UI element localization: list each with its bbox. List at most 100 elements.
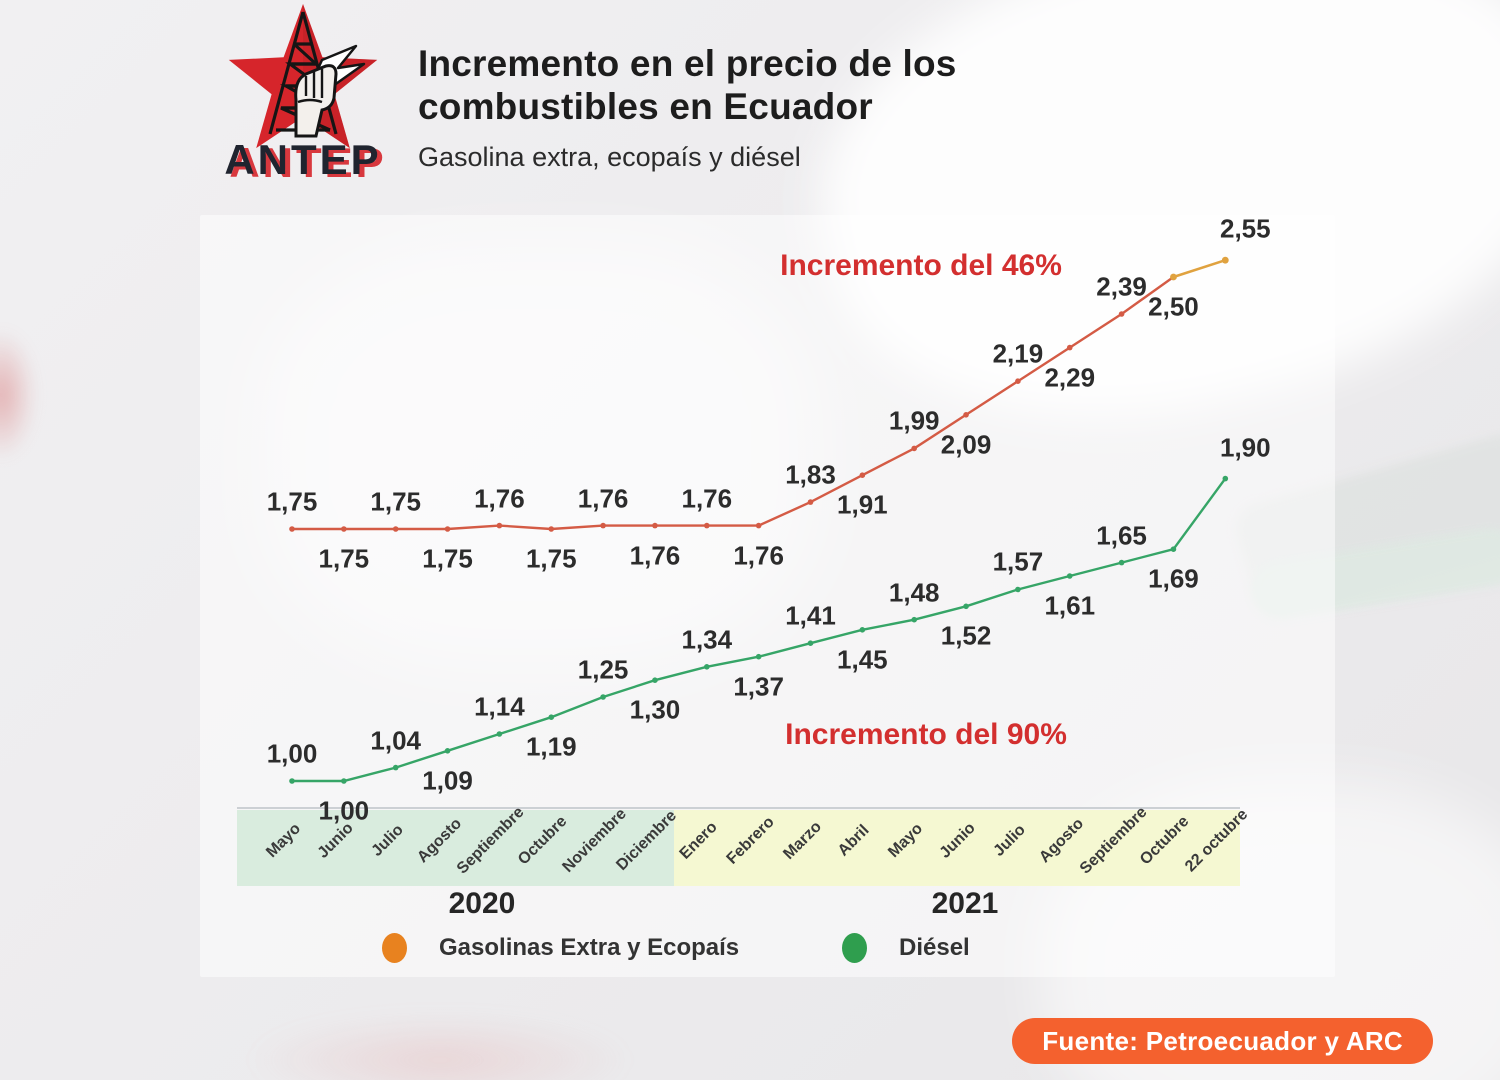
data-point <box>600 522 606 529</box>
value-label: 1,75 <box>318 543 370 574</box>
data-point <box>859 627 866 633</box>
data-point <box>1066 344 1073 351</box>
source-text: Fuente: Petroecuador y ARC <box>1042 1025 1403 1056</box>
value-label: 1,04 <box>370 725 421 756</box>
year-label-2020: 2020 <box>448 887 516 920</box>
series-final-segment-0 <box>1173 258 1226 279</box>
value-label: 1,37 <box>733 671 784 702</box>
data-point <box>911 616 917 623</box>
x-axis-line <box>237 807 1240 809</box>
value-label: 1,25 <box>577 654 629 685</box>
value-label: 1,45 <box>837 644 888 675</box>
antep-logo: ANTEP ANTEP <box>210 2 396 186</box>
data-point <box>600 694 606 700</box>
data-point <box>1015 586 1021 593</box>
value-label: 1,76 <box>629 540 681 571</box>
value-label: 1,65 <box>1096 520 1147 551</box>
data-point <box>341 526 347 532</box>
data-point <box>807 640 814 646</box>
data-point <box>1222 475 1229 482</box>
annotation-increase-90: Incremento del 90% <box>785 718 1067 751</box>
logo-wordmark: ANTEP <box>224 136 381 183</box>
data-point <box>963 412 969 418</box>
data-point <box>704 522 710 529</box>
data-point <box>963 603 969 610</box>
value-label: 1,61 <box>1044 590 1096 621</box>
data-point <box>1015 378 1021 385</box>
data-point <box>1118 559 1125 566</box>
year-label-2021: 2021 <box>931 887 999 920</box>
series-line-0 <box>292 276 1175 531</box>
svg-text:ANTEP: ANTEP <box>229 139 386 184</box>
data-point <box>1066 573 1073 579</box>
fist-lightning-icon <box>294 44 366 138</box>
data-point <box>1118 311 1125 317</box>
data-point <box>444 526 451 532</box>
legend-label-gasolinas: Gasolinas Extra y Ecopaís <box>439 934 740 961</box>
value-label: 2,50 <box>1148 291 1199 322</box>
data-point <box>1221 256 1229 264</box>
value-label: 1,76 <box>681 483 733 514</box>
value-label: 1,76 <box>474 483 525 514</box>
legend-item-gasolinas: Gasolinas Extra y Ecopaís <box>382 931 739 965</box>
source-badge: Fuente: Petroecuador y ARC <box>1012 1018 1433 1064</box>
value-label: 1,91 <box>837 489 888 520</box>
value-label: 1,75 <box>525 543 577 574</box>
page-title: Incremento en el precio de los combustib… <box>418 43 957 128</box>
value-label: 1,41 <box>785 600 836 631</box>
data-point <box>289 778 295 784</box>
value-label: 1,00 <box>318 795 370 826</box>
value-label: 2,39 <box>1096 271 1147 302</box>
value-label: 1,75 <box>370 486 421 517</box>
value-label: 1,00 <box>266 738 318 769</box>
value-label: 1,90 <box>1219 432 1271 463</box>
data-point <box>548 714 555 720</box>
value-label: 1,99 <box>888 405 940 436</box>
legend-item-diesel: Diésel <box>842 931 970 965</box>
data-point <box>548 526 555 532</box>
data-point <box>652 522 658 529</box>
data-point <box>911 445 917 452</box>
value-label: 1,34 <box>681 624 733 655</box>
data-point <box>444 748 451 754</box>
data-point <box>1170 546 1177 552</box>
value-label: 1,52 <box>940 620 992 651</box>
gasolinas-legend-dot-icon <box>382 933 407 963</box>
data-point <box>392 764 399 771</box>
value-label: 1,19 <box>525 731 577 762</box>
year-band-2021 <box>674 810 1240 886</box>
value-label: 1,83 <box>785 459 836 490</box>
value-label: 2,29 <box>1044 362 1096 393</box>
data-point <box>392 526 399 532</box>
value-label: 1,76 <box>577 483 629 514</box>
data-point <box>496 731 503 737</box>
value-label: 1,30 <box>629 694 681 725</box>
annotation-increase-46: Incremento del 46% <box>780 249 1062 282</box>
header: Incremento en el precio de los combustib… <box>418 42 1058 173</box>
data-point <box>341 778 347 784</box>
value-label: 2,09 <box>940 429 992 460</box>
logo-star-icon: ANTEP ANTEP <box>224 4 386 186</box>
value-label: 1,48 <box>888 577 940 608</box>
page-subtitle: Gasolina extra, ecopaís y diésel <box>418 141 801 172</box>
data-point <box>652 677 658 683</box>
data-point <box>859 472 866 479</box>
value-label: 2,19 <box>992 338 1044 369</box>
legend-label-diesel: Diésel <box>899 934 970 961</box>
value-label: 1,14 <box>474 691 525 722</box>
value-label: 1,76 <box>733 540 784 571</box>
year-band-2020 <box>237 810 674 886</box>
data-point <box>496 522 503 529</box>
data-point <box>704 664 710 670</box>
data-point <box>807 499 814 505</box>
diesel-legend-dot-icon <box>842 933 867 963</box>
data-point <box>1170 273 1177 281</box>
value-label: 1,69 <box>1148 563 1199 594</box>
value-label: 1,75 <box>422 543 473 574</box>
data-point <box>289 526 295 532</box>
value-label: 1,75 <box>266 486 318 517</box>
value-label: 1,09 <box>422 765 473 796</box>
value-label: 1,57 <box>992 546 1044 577</box>
